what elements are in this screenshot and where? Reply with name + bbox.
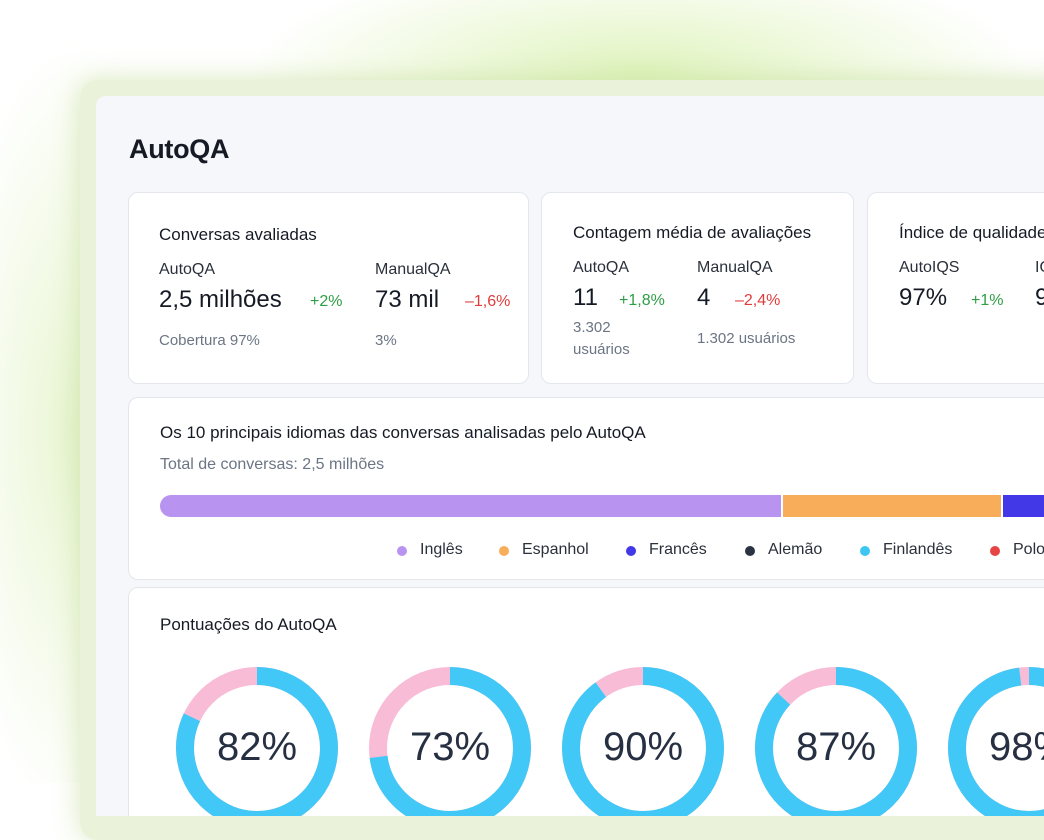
legend-label: Finlandês	[883, 541, 953, 558]
gauge-score-arc	[369, 667, 531, 816]
iqs-value: 9	[1035, 284, 1044, 311]
page-title: AutoQA	[129, 134, 230, 164]
legend-label: Espanhol	[522, 541, 589, 558]
score-gauge[interactable]: 98%	[944, 663, 1044, 816]
autoqa-label: AutoQA	[573, 259, 630, 276]
card-top-languages[interactable]: Os 10 principais idiomas das conversas a…	[128, 397, 1044, 580]
manualqa-sub: 1.302 usuários	[697, 330, 796, 347]
gauge-score-arc	[948, 667, 1044, 816]
legend-dot	[860, 546, 870, 556]
score-gauge[interactable]: 87%	[751, 663, 921, 816]
bar-segment-francês[interactable]	[1003, 495, 1044, 517]
legend-label: Inglês	[420, 541, 463, 558]
manualqa-label: ManualQA	[375, 261, 451, 278]
bar-segment-espanhol[interactable]	[782, 495, 1002, 517]
score-gauge[interactable]: 73%	[365, 663, 535, 816]
gauge-ring	[755, 667, 917, 816]
card-quality-index[interactable]: Índice de qualidade AutoIQS 97% +1% IQS …	[867, 192, 1044, 384]
autoqa-label: AutoQA	[159, 261, 216, 278]
gauge-ring	[562, 667, 724, 816]
gauge-value: 90%	[602, 725, 684, 769]
legend-label: Polonês	[1013, 541, 1044, 558]
gauge-value: 98%	[988, 725, 1044, 769]
gauge-ring	[948, 667, 1044, 816]
card-title: Os 10 principais idiomas das conversas a…	[160, 423, 646, 442]
legend-dot	[499, 546, 509, 556]
legend-dot	[626, 546, 636, 556]
score-gauge[interactable]: 82%	[172, 663, 342, 816]
card-title: Índice de qualidade	[899, 223, 1044, 242]
languages-stacked-bar	[160, 495, 1044, 517]
manualqa-value: 4	[697, 284, 711, 311]
autoiqs-value: 97%	[899, 284, 948, 311]
bar-segment-inglês[interactable]	[160, 495, 781, 517]
legend-label: Alemão	[768, 541, 823, 558]
card-autoqa-scores[interactable]: Pontuações do AutoQA 82% 73% 90% 87% 98%	[128, 587, 1044, 816]
iqs-label: IQS	[1035, 259, 1044, 276]
gauge-score-arc	[176, 667, 338, 816]
autoqa-delta: +2%	[310, 293, 343, 310]
card-avg-reviews[interactable]: Contagem média de avaliações AutoQA 11 +…	[541, 192, 854, 384]
autoqa-sub: 3.302 usuários	[573, 319, 630, 358]
manualqa-label: ManualQA	[697, 259, 773, 276]
gauge-value: 73%	[409, 725, 491, 769]
gauge-ring	[176, 667, 338, 816]
legend-label: Francês	[649, 541, 707, 558]
gauge-score-arc	[562, 667, 724, 816]
card-title: Contagem média de avaliações	[573, 223, 812, 242]
gauge-ring	[369, 667, 531, 816]
legend-dot	[745, 546, 755, 556]
gauge-value: 82%	[216, 725, 298, 769]
autoqa-value: 11	[573, 284, 598, 311]
card-conversations[interactable]: Conversas avaliadas AutoQA 2,5 milhões +…	[128, 192, 529, 384]
autoqa-delta: +1,8%	[619, 292, 665, 309]
gauge-score-arc	[755, 667, 917, 816]
manualqa-delta: –1,6%	[465, 293, 511, 310]
autoiqs-label: AutoIQS	[899, 259, 960, 276]
autoiqs-delta: +1%	[971, 292, 1004, 309]
autoqa-sub: Cobertura 97%	[159, 332, 260, 349]
manualqa-delta: –2,4%	[735, 292, 781, 309]
score-gauge[interactable]: 90%	[558, 663, 728, 816]
autoqa-value: 2,5 milhões	[159, 286, 282, 313]
gauge-value: 87%	[795, 725, 877, 769]
legend-dot	[397, 546, 407, 556]
card-title: Pontuações do AutoQA	[160, 615, 337, 634]
manualqa-value: 73 mil	[375, 286, 440, 313]
legend-dot	[990, 546, 1000, 556]
dashboard-panel: AutoQA Conversas avaliadas AutoQA 2,5 mi…	[96, 96, 1044, 816]
card-title: Conversas avaliadas	[159, 225, 317, 244]
languages-subtitle: Total de conversas: 2,5 milhões	[160, 456, 385, 473]
manualqa-sub: 3%	[375, 332, 397, 349]
